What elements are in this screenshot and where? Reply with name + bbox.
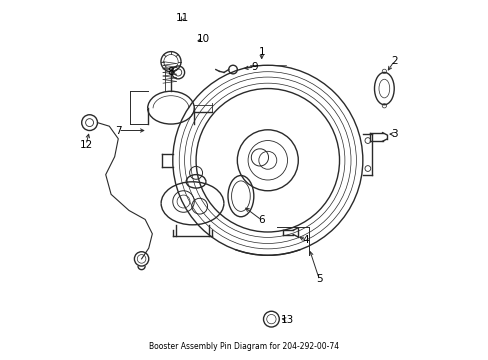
Text: 4: 4 bbox=[302, 235, 309, 245]
Text: 3: 3 bbox=[390, 129, 397, 139]
Text: 6: 6 bbox=[258, 215, 264, 225]
Text: 7: 7 bbox=[115, 126, 122, 135]
Text: 5: 5 bbox=[315, 274, 322, 284]
Text: Booster Assembly Pin Diagram for 204-292-00-74: Booster Assembly Pin Diagram for 204-292… bbox=[149, 342, 339, 351]
Text: 11: 11 bbox=[176, 13, 189, 23]
Text: 10: 10 bbox=[196, 35, 209, 44]
Text: 9: 9 bbox=[251, 62, 257, 72]
Text: 8: 8 bbox=[166, 67, 173, 77]
Text: 2: 2 bbox=[390, 56, 397, 66]
Text: 12: 12 bbox=[79, 140, 92, 150]
Text: 13: 13 bbox=[280, 315, 294, 325]
Text: 1: 1 bbox=[258, 46, 264, 57]
